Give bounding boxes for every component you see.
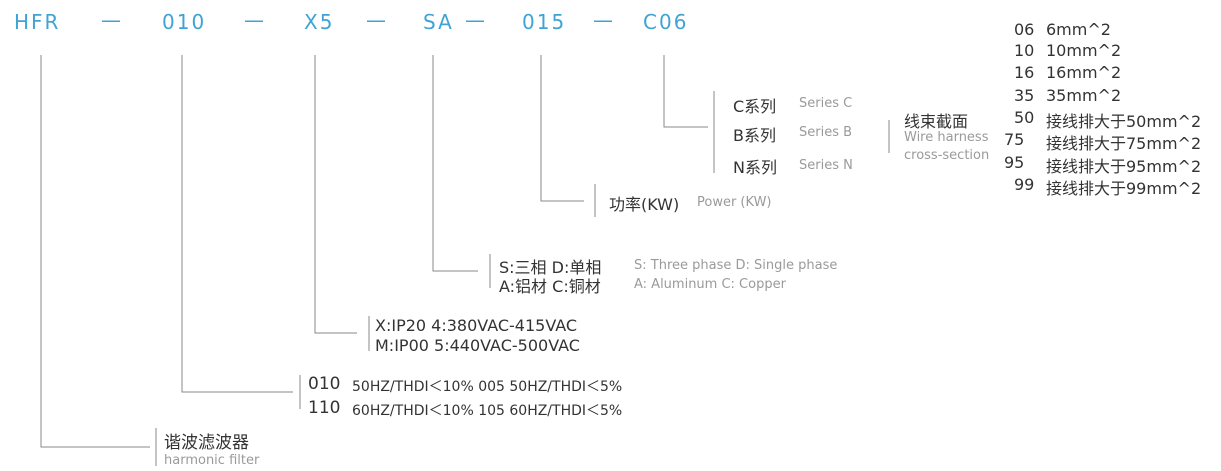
- phase-en1: S: Three phase D: Single phase: [634, 258, 838, 273]
- section-label-cn: 线束截面: [904, 112, 969, 131]
- section-desc: 接线排大于50mm^2: [1046, 112, 1202, 131]
- series-n-en: Series N: [799, 158, 853, 173]
- connector-hfr: [40, 55, 150, 448]
- thdi-code2: 110: [308, 398, 341, 418]
- phase-en2: A: Aluminum C: Copper: [634, 277, 786, 292]
- section-code: 35: [1014, 86, 1035, 105]
- thdi-code1: 010: [308, 374, 341, 394]
- connector-015: [540, 55, 584, 202]
- series-n-cn: N系列: [733, 158, 777, 177]
- connector-c06: [663, 55, 708, 128]
- series-c-en: Series C: [799, 96, 853, 111]
- code-dash: —: [366, 8, 386, 32]
- connector-010: [181, 55, 293, 393]
- series-b-en: Series B: [799, 125, 853, 140]
- power-label-cn: 功率(KW): [609, 195, 680, 214]
- thdi-line2: 60HZ/THDI＜10% 105 60HZ/THDI＜5%: [352, 403, 623, 419]
- connector-x5: [314, 55, 357, 334]
- connector-sa: [432, 55, 478, 272]
- filter-label-en: harmonic filter: [164, 453, 260, 468]
- section-desc: 接线排大于95mm^2: [1046, 157, 1202, 176]
- section-label-en2: cross-section: [904, 148, 990, 163]
- ip-line1: X:IP20 4:380VAC-415VAC: [375, 316, 578, 335]
- section-desc: 10mm^2: [1046, 41, 1122, 60]
- section-code: 10: [1014, 41, 1035, 60]
- section-desc: 16mm^2: [1046, 63, 1122, 82]
- section-desc: 35mm^2: [1046, 86, 1122, 105]
- code-part-010: 010: [162, 10, 207, 34]
- code-dash: —: [244, 8, 264, 32]
- phase-line2: A:铝材 C:铜材: [499, 277, 601, 296]
- power-label-en: Power (KW): [697, 195, 772, 210]
- code-dash: —: [465, 8, 485, 32]
- phase-line1: S:三相 D:单相: [499, 258, 602, 277]
- section-code: 50: [1014, 108, 1035, 127]
- section-code: 06: [1014, 20, 1035, 39]
- series-b-cn: B系列: [733, 126, 776, 145]
- code-part-015: 015: [522, 10, 567, 34]
- section-label-en1: Wire harness: [904, 130, 989, 145]
- code-part-x5: X5: [304, 10, 335, 34]
- section-desc: 接线排大于99mm^2: [1046, 179, 1202, 198]
- series-c-cn: C系列: [733, 97, 777, 116]
- section-desc: 接线排大于75mm^2: [1046, 134, 1202, 153]
- filter-label-cn: 谐波滤波器: [164, 433, 249, 453]
- code-dash: —: [101, 8, 121, 32]
- section-code: 16: [1014, 63, 1035, 82]
- section-code: 99: [1014, 175, 1035, 194]
- code-part-c06: C06: [643, 10, 689, 34]
- ip-line2: M:IP00 5:440VAC-500VAC: [375, 336, 580, 355]
- section-code: 75: [1004, 130, 1025, 149]
- code-dash: —: [593, 8, 613, 32]
- section-desc: 6mm^2: [1046, 20, 1111, 39]
- thdi-line1: 50HZ/THDI＜10% 005 50HZ/THDI＜5%: [352, 379, 623, 395]
- code-part-hfr: HFR: [14, 10, 61, 34]
- section-code: 95: [1004, 153, 1025, 172]
- code-part-sa: SA: [423, 10, 454, 34]
